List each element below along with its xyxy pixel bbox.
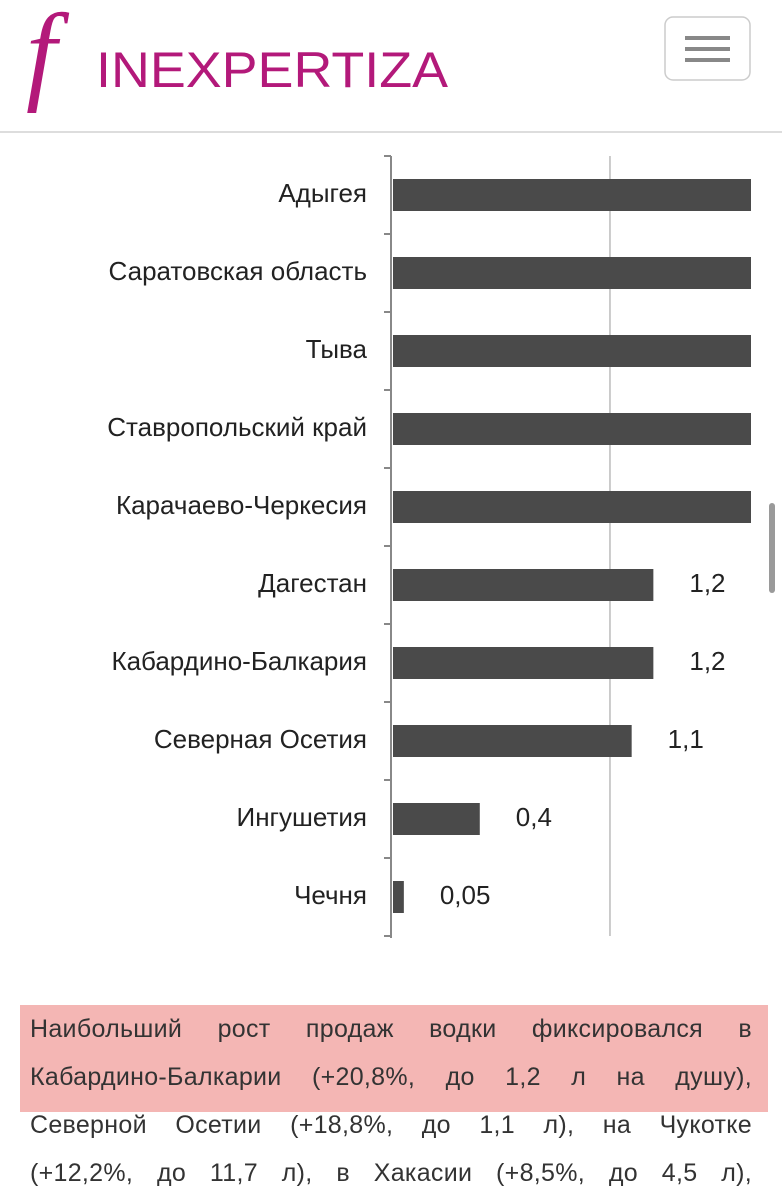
highlight <box>20 1005 768 1112</box>
bar <box>393 413 751 445</box>
value-label: 0,4 <box>516 802 552 832</box>
bar <box>393 257 751 289</box>
category-label: Кабардино-Балкария <box>111 646 367 676</box>
article-line: (+12,2%, до 11,7 л), в Хакасии (+8,5%, д… <box>30 1159 752 1187</box>
bar <box>393 647 654 679</box>
category-label: Адыгея <box>278 178 367 208</box>
bar <box>393 491 751 523</box>
category-label: Саратовская область <box>109 256 367 286</box>
article-line: Кабардино-Балкарии (+20,8%, до 1,2 л на … <box>30 1063 752 1091</box>
category-label: Карачаево-Черкесия <box>116 490 367 520</box>
value-label: 1,2 <box>689 568 725 598</box>
article-line: Наибольший рост продаж водки фиксировалс… <box>30 1015 752 1043</box>
category-label: Ставропольский край <box>107 412 367 442</box>
category-label: Чечня <box>294 880 367 910</box>
category-label: Тыва <box>306 334 368 364</box>
value-label: 1,1 <box>668 724 704 754</box>
category-label: Ингушетия <box>237 802 368 832</box>
bar <box>393 335 751 367</box>
logo-letter: f <box>26 0 70 113</box>
menu-button[interactable] <box>664 16 751 81</box>
value-label: 0,05 <box>440 880 491 910</box>
bar <box>393 569 654 601</box>
category-label: Северная Осетия <box>154 724 367 754</box>
menu-bar <box>685 47 730 51</box>
bar <box>393 803 480 835</box>
menu-bar <box>685 36 730 40</box>
bar <box>393 179 751 211</box>
article-line: Северной Осетии (+18,8%, до 1,1 л), на Ч… <box>30 1111 752 1139</box>
menu-bar <box>685 58 730 62</box>
logo[interactable]: INEXPERTIZA <box>96 42 449 98</box>
bar <box>393 881 404 913</box>
value-label: 1,2 <box>689 646 725 676</box>
article: Наибольший рост продаж водки фиксировалс… <box>0 1005 782 1197</box>
scrollbar <box>769 503 775 593</box>
category-label: Дагестан <box>258 568 367 598</box>
bar <box>393 725 632 757</box>
